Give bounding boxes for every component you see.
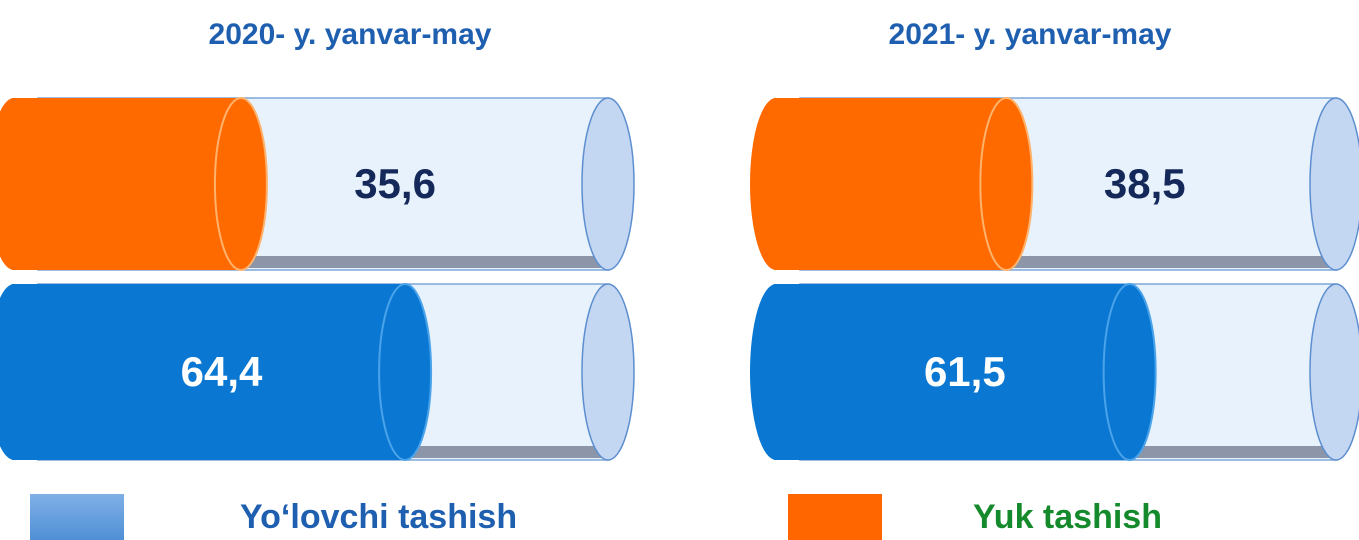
panel0-passenger-value-label: 64,4 [181, 348, 263, 395]
legend-swatch-passenger [30, 494, 124, 540]
panel1-passenger-bar-cap [1102, 283, 1157, 461]
panel0-passenger-bar-cap [378, 283, 433, 461]
cylinder-chart: 35,6 64,4 38,5 61,5 [0, 97, 1359, 461]
panel1-cargo-tube-end [1309, 97, 1359, 271]
legend-label-passenger: Yo‘lovchi tashish [240, 498, 518, 536]
panel0-cargo-bar-cap [213, 97, 268, 271]
panel0-cargo-bar [12, 98, 241, 270]
panel1-cargo-bar [774, 98, 1007, 270]
panel1-passenger-bar-start [750, 284, 802, 460]
panel0-cargo-value-label: 35,6 [354, 160, 436, 207]
legend-label-cargo: Yuk tashish [973, 498, 1162, 536]
panel1-passenger-value-label: 61,5 [924, 348, 1006, 395]
panel0-passenger-bar-start [0, 284, 40, 460]
panel-title-2021: 2021- y. yanvar-may [888, 18, 1172, 51]
panel1-passenger-bar [774, 284, 1130, 460]
panel0-cargo-bar-start [0, 98, 40, 270]
panel1-passenger-tube-end [1309, 283, 1359, 461]
panel1-cargo-bar-cap [979, 97, 1034, 271]
panel-title-2020: 2020- y. yanvar-may [208, 18, 492, 51]
panel1-cargo-bar-start [750, 98, 802, 270]
panel0-passenger-bar [12, 284, 406, 460]
panel1-cargo-value-label: 38,5 [1104, 160, 1186, 207]
panel0-passenger-tube-end [581, 283, 635, 461]
panel0-cargo-tube-end [581, 97, 635, 271]
legend-swatch-cargo [788, 494, 882, 540]
